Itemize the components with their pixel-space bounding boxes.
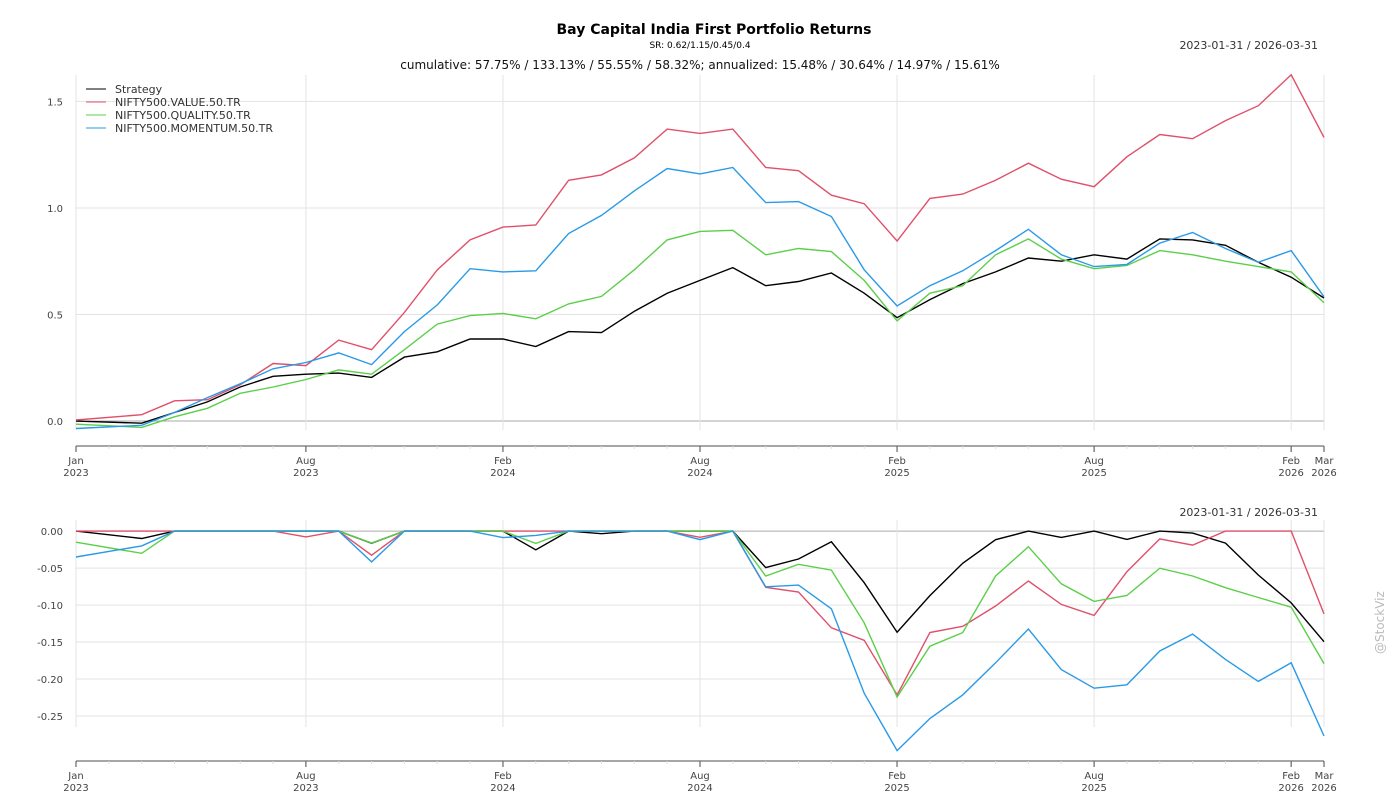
y-tick-label: -0.10 — [37, 601, 63, 612]
series-line-nifty500-quality-50-tr — [75, 229, 1325, 429]
y-tick-label: 0.0 — [47, 417, 63, 428]
x-tick-label: 2026 — [1311, 783, 1336, 794]
chart-stats: cumulative: 57.75% / 133.13% / 55.55% / … — [400, 58, 999, 72]
x-tick-label: Mar — [1315, 771, 1335, 782]
x-tick-label: 2025 — [884, 468, 909, 479]
x-tick-label: 2023 — [293, 783, 318, 794]
x-tick-label: 2025 — [1081, 468, 1106, 479]
y-tick-label: 0.5 — [47, 311, 63, 322]
series-line-nifty500-value-50-tr — [76, 530, 1325, 697]
x-tick-label: 2025 — [1081, 783, 1106, 794]
x-tick-label: 2023 — [63, 783, 88, 794]
y-tick-label: 0.00 — [41, 527, 63, 538]
legend-label: NIFTY500.MOMENTUM.50.TR — [115, 122, 273, 135]
drawdown-plot: 0.00-0.05-0.10-0.15-0.20-0.25Jan2023Aug2… — [37, 520, 1337, 794]
watermark: @StockViz — [1373, 591, 1387, 654]
x-tick-label: 2023 — [293, 468, 318, 479]
date-range-top: 2023-01-31 / 2026-03-31 — [1179, 39, 1318, 52]
y-tick-label: -0.15 — [37, 638, 63, 649]
x-tick-label: Feb — [888, 771, 906, 782]
x-tick-label: Aug — [296, 771, 316, 782]
legend-label: NIFTY500.VALUE.50.TR — [115, 96, 241, 109]
legend: StrategyNIFTY500.VALUE.50.TRNIFTY500.QUA… — [86, 83, 273, 135]
y-tick-label: -0.25 — [37, 712, 63, 723]
chart-title: Bay Capital India First Portfolio Return… — [557, 22, 872, 38]
x-tick-label: Aug — [1084, 456, 1104, 467]
x-tick-label: 2023 — [63, 468, 88, 479]
x-tick-label: Feb — [494, 456, 512, 467]
x-tick-label: 2024 — [687, 468, 712, 479]
y-tick-label: 1.5 — [47, 97, 63, 108]
series-line-nifty500-momentum-50-tr — [75, 166, 1325, 430]
x-tick-label: Aug — [296, 456, 316, 467]
series-line-nifty500-momentum-50-tr — [75, 530, 1325, 752]
x-tick-label: Aug — [1084, 771, 1104, 782]
x-tick-label: Jan — [67, 456, 83, 467]
x-tick-label: 2026 — [1278, 783, 1303, 794]
legend-label: Strategy — [115, 83, 163, 96]
series-line-strategy — [75, 238, 1325, 424]
x-tick-label: Feb — [494, 771, 512, 782]
x-tick-label: Jan — [67, 771, 83, 782]
y-tick-label: 1.0 — [47, 204, 63, 215]
x-tick-label: 2026 — [1311, 468, 1336, 479]
cumulative-returns-plot: 0.00.51.01.5Jan2023Aug2023Feb2024Aug2024… — [47, 73, 1337, 479]
x-tick-label: Aug — [690, 456, 710, 467]
x-tick-label: 2026 — [1278, 468, 1303, 479]
y-tick-label: -0.05 — [37, 564, 63, 575]
y-tick-label: -0.20 — [37, 675, 63, 686]
x-tick-label: 2024 — [490, 468, 515, 479]
chart-subtitle: SR: 0.62/1.15/0.45/0.4 — [649, 41, 750, 51]
legend-label: NIFTY500.QUALITY.50.TR — [115, 109, 251, 122]
x-tick-label: 2025 — [884, 783, 909, 794]
x-tick-label: Feb — [1282, 456, 1300, 467]
x-tick-label: 2024 — [687, 783, 712, 794]
date-range-bottom: 2023-01-31 / 2026-03-31 — [1179, 506, 1318, 519]
x-tick-label: Feb — [888, 456, 906, 467]
x-tick-label: Feb — [1282, 771, 1300, 782]
x-tick-label: 2024 — [490, 783, 515, 794]
x-tick-label: Aug — [690, 771, 710, 782]
x-tick-label: Mar — [1315, 456, 1335, 467]
